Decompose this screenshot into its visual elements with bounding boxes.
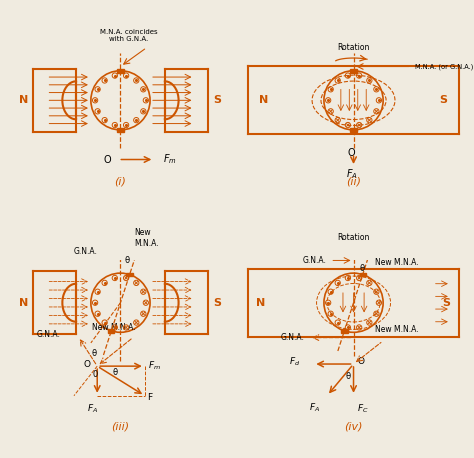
Text: M.N.A. coincides
with G.N.A.: M.N.A. coincides with G.N.A.	[100, 29, 158, 42]
Text: $F_d$: $F_d$	[290, 356, 301, 368]
Text: (ii): (ii)	[346, 177, 361, 187]
Text: G.N.A.: G.N.A.	[73, 247, 97, 256]
Text: $F_m$: $F_m$	[163, 153, 176, 166]
Text: O: O	[84, 360, 91, 369]
Text: S: S	[443, 298, 451, 308]
Text: G.N.A.: G.N.A.	[281, 333, 305, 342]
Text: O: O	[347, 148, 355, 158]
Bar	[108, 329, 115, 333]
Text: $F_C$: $F_C$	[357, 402, 368, 414]
Text: New
M.N.A.: New M.N.A.	[134, 229, 159, 248]
Text: O: O	[358, 357, 365, 366]
Text: S: S	[214, 95, 222, 105]
Text: Rotation: Rotation	[337, 43, 370, 52]
Bar	[359, 273, 366, 277]
Text: N: N	[259, 95, 268, 105]
Text: G.N.A.: G.N.A.	[302, 256, 326, 265]
Text: $F_A$: $F_A$	[346, 168, 358, 181]
Text: Rotation: Rotation	[337, 234, 370, 242]
Text: θ: θ	[345, 372, 350, 381]
Bar	[350, 69, 357, 73]
Text: New M.N.A.: New M.N.A.	[374, 326, 418, 334]
Text: $F_A$: $F_A$	[309, 401, 319, 414]
Text: 0: 0	[93, 370, 98, 379]
Text: (iv): (iv)	[344, 421, 363, 431]
Bar	[117, 128, 124, 132]
Text: θ: θ	[92, 349, 97, 358]
Bar	[350, 128, 357, 132]
Text: N: N	[256, 298, 265, 308]
Text: N: N	[18, 95, 28, 105]
Text: F: F	[147, 393, 152, 403]
Text: S: S	[214, 298, 222, 308]
Bar	[117, 69, 124, 73]
Text: θ: θ	[125, 256, 130, 265]
Text: $F_A$: $F_A$	[87, 402, 99, 414]
Text: O: O	[104, 154, 111, 164]
Text: (i): (i)	[115, 177, 127, 187]
Bar	[341, 329, 347, 333]
Text: New M.N.A.: New M.N.A.	[92, 323, 136, 333]
Text: θ: θ	[112, 368, 117, 376]
Text: G.N.A.: G.N.A.	[36, 330, 60, 339]
Text: N: N	[18, 298, 28, 308]
Bar	[127, 273, 133, 277]
Text: (iii): (iii)	[111, 421, 129, 431]
Text: θ: θ	[360, 264, 365, 273]
Text: New M.N.A.: New M.N.A.	[374, 258, 418, 267]
Text: M.N.A. (or G.N.A.): M.N.A. (or G.N.A.)	[415, 63, 473, 70]
Text: $F_m$: $F_m$	[148, 360, 161, 372]
Text: S: S	[439, 95, 447, 105]
